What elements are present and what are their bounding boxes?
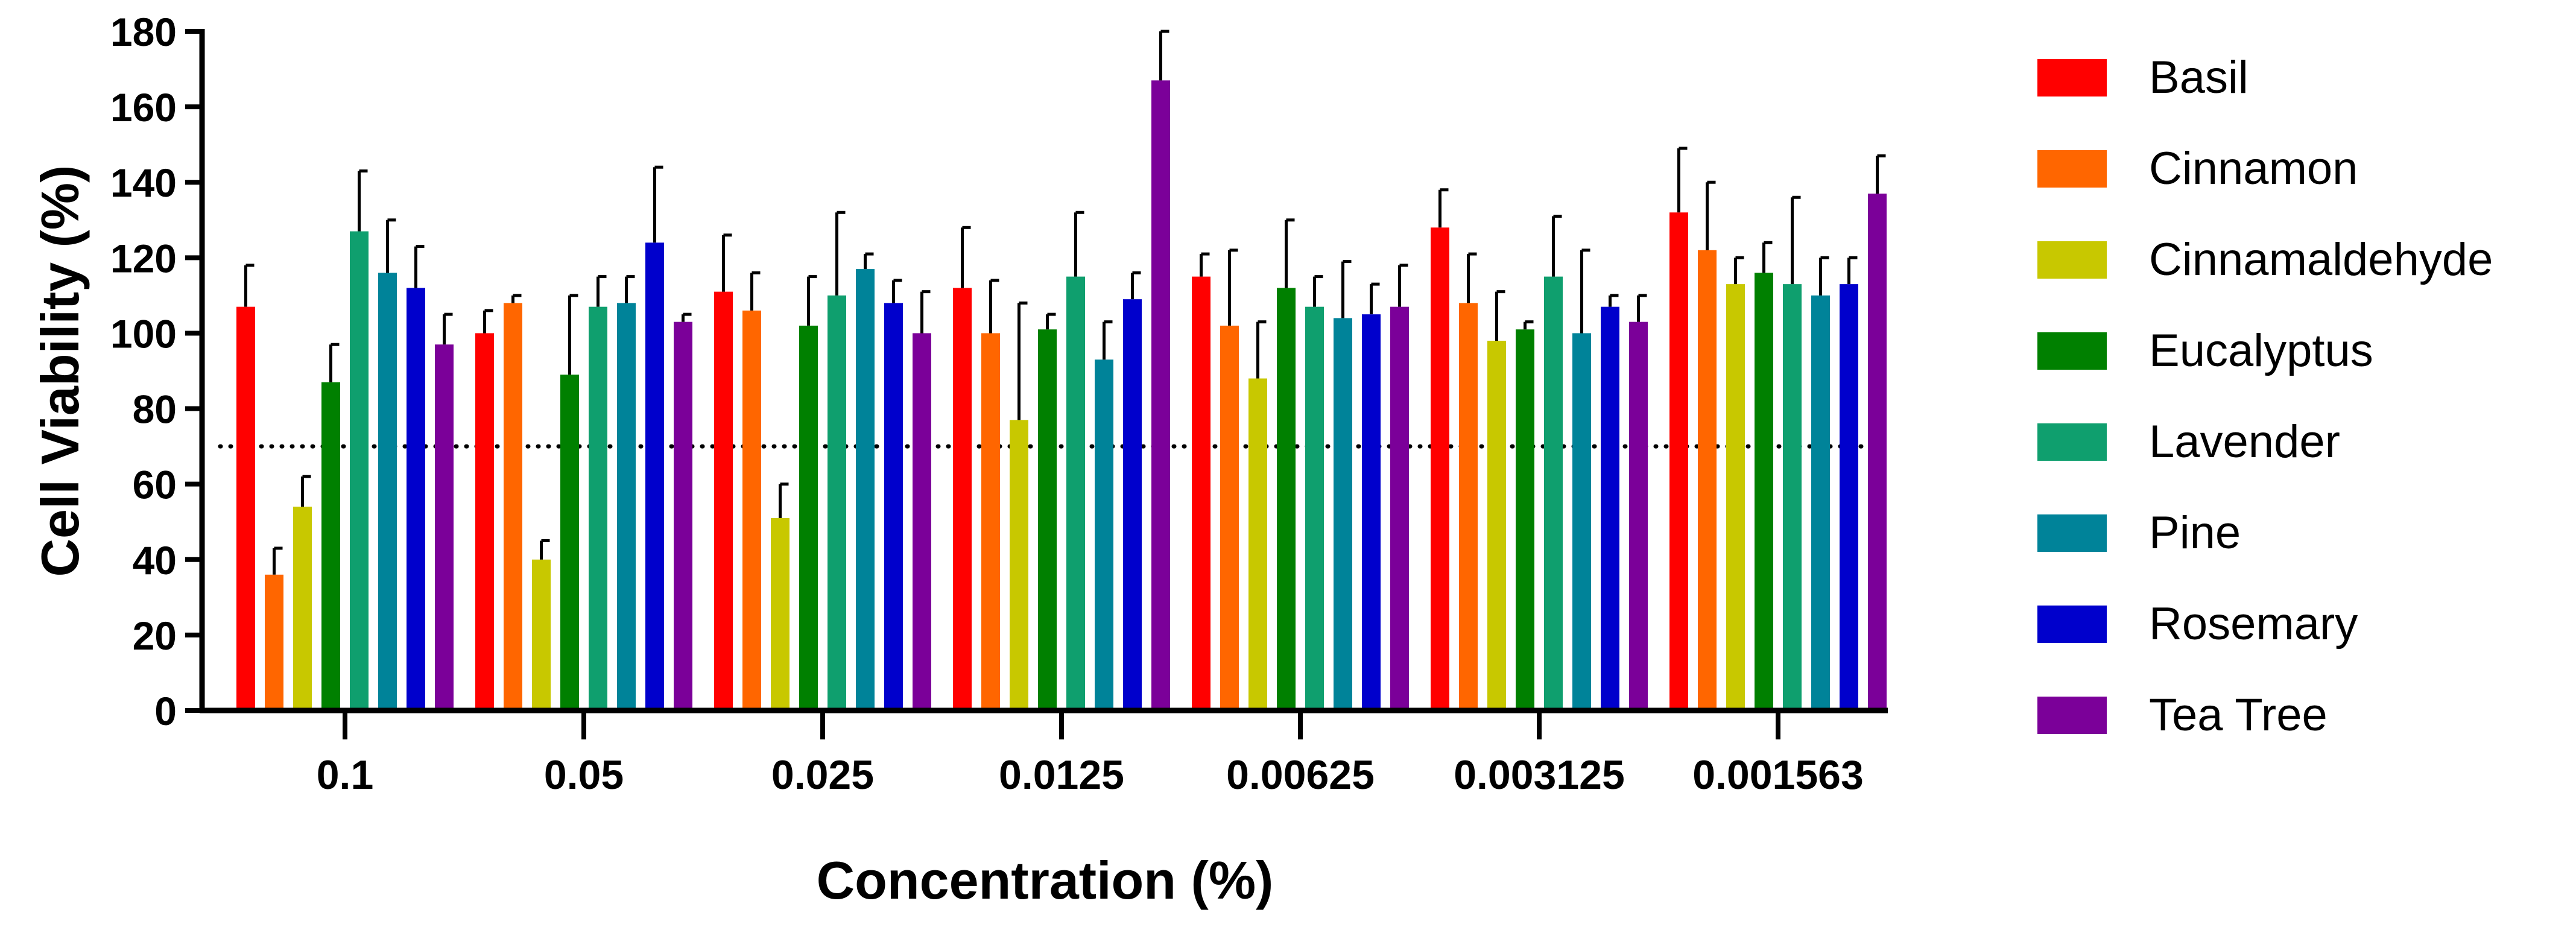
bar-cinnamon-0.0125 [981,333,1000,710]
bar-cinnamaldehyde-0.00625 [1248,378,1267,710]
y-tick-label: 40 [133,538,177,583]
bar-rosemary-0.00625 [1362,314,1381,710]
bar-cinnamaldehyde-0.05 [532,559,551,710]
bar-cinnamon-0.1 [265,574,283,710]
bar-lavender-0.1 [350,231,369,710]
legend-swatch-rosemary [2037,606,2107,643]
bar-pine-0.0125 [1095,359,1113,710]
bar-cinnamon-0.025 [742,310,761,710]
error-bars-group [244,30,1886,575]
legend-swatch-eucalyptus [2037,332,2107,370]
y-tick-label: 140 [110,160,177,205]
legend-swatch-lavender [2037,423,2107,461]
x-axis-title: Concentration (%) [817,850,1274,910]
bar-rosemary-0.05 [645,242,664,710]
bar-tea-tree-0.05 [674,321,692,710]
bar-lavender-0.025 [828,295,846,710]
x-tick-label: 0.05 [544,752,624,798]
legend: Basil Cinnamon Cinnamaldehyde Eucalyptus Lav… [2037,52,2493,741]
bar-rosemary-0.0125 [1123,299,1142,711]
y-tick-label: 20 [133,613,177,658]
bar-pine-0.1 [378,273,397,710]
bar-rosemary-0.003125 [1601,306,1619,711]
x-tick-label: 0.003125 [1454,752,1625,798]
bar-rosemary-0.001563 [1840,284,1858,711]
legend-swatch-tea-tree [2037,697,2107,734]
bar-rosemary-0.025 [884,303,903,710]
bar-cinnamaldehyde-0.003125 [1487,340,1506,710]
legend-label-basil: Basil [2149,52,2248,103]
x-tick-label: 0.00625 [1226,752,1375,798]
y-tick-label: 80 [133,387,177,432]
x-tick-label: 0.025 [771,752,874,798]
bar-cinnamon-0.003125 [1459,303,1478,710]
bar-cinnamaldehyde-0.001563 [1726,284,1745,711]
legend-label-rosemary: Rosemary [2149,598,2358,650]
bar-lavender-0.001563 [1783,284,1802,711]
y-tick-label: 120 [110,236,177,280]
bar-tea-tree-0.001563 [1868,193,1887,710]
x-tick-label: 0.1 [317,752,374,798]
bar-eucalyptus-0.05 [560,375,579,710]
bar-eucalyptus-0.0125 [1038,329,1057,710]
legend-label-eucalyptus: Eucalyptus [2149,325,2373,376]
bar-pine-0.00625 [1334,318,1352,710]
bars-group [236,80,1887,711]
legend-swatch-cinnamon [2037,150,2107,188]
bar-tea-tree-0.003125 [1629,321,1648,710]
bar-cinnamon-0.05 [504,303,522,710]
bar-lavender-0.003125 [1544,276,1563,711]
bar-eucalyptus-0.003125 [1516,329,1534,710]
legend-label-pine: Pine [2149,507,2241,558]
y-axis-title: Cell Viability (%) [30,165,90,577]
bar-basil-0.1 [236,306,255,711]
bar-tea-tree-0.0125 [1151,80,1170,710]
bar-tea-tree-0.00625 [1390,306,1409,711]
y-tick-label: 0 [154,689,177,733]
legend-swatch-cinnamaldehyde [2037,241,2107,279]
bar-basil-0.0125 [953,288,972,710]
legend-label-cinnamaldehyde: Cinnamaldehyde [2149,234,2493,285]
bar-cinnamaldehyde-0.0125 [1010,420,1028,710]
bar-basil-0.003125 [1431,227,1449,710]
bar-rosemary-0.1 [407,288,425,710]
bar-basil-0.05 [475,333,494,710]
bar-pine-0.025 [856,269,875,711]
bar-pine-0.003125 [1572,333,1591,710]
legend-label-cinnamon: Cinnamon [2149,143,2358,194]
bar-tea-tree-0.1 [435,344,454,710]
bar-eucalyptus-0.1 [321,382,340,710]
bar-cinnamon-0.001563 [1698,250,1717,710]
bar-cinnamon-0.00625 [1220,325,1239,710]
y-tick-label: 160 [110,85,177,130]
bar-basil-0.00625 [1192,276,1210,711]
legend-label-tea-tree: Tea Tree [2149,689,2328,741]
legend-swatch-pine [2037,514,2107,552]
bar-eucalyptus-0.025 [799,325,818,710]
y-tick-label: 180 [110,10,177,54]
bar-pine-0.05 [617,303,636,710]
bar-basil-0.001563 [1669,212,1688,710]
bar-pine-0.001563 [1811,295,1830,710]
x-tick-label: 0.0125 [999,752,1124,798]
bar-lavender-0.0125 [1066,276,1085,711]
bar-lavender-0.05 [589,306,607,711]
legend-swatch-basil [2037,59,2107,96]
bar-eucalyptus-0.001563 [1755,273,1773,710]
bar-cinnamaldehyde-0.1 [293,507,312,710]
legend-label-lavender: Lavender [2149,416,2340,467]
bar-lavender-0.00625 [1305,306,1324,711]
bar-eucalyptus-0.00625 [1277,288,1296,710]
axes-group: 0 20 40 60 80 100 120 140 160 180 0.1 0.05 0.025 0.01… [30,10,1888,910]
x-tick-label: 0.001563 [1692,752,1864,798]
y-tick-label: 60 [133,463,177,507]
bar-tea-tree-0.025 [913,333,931,710]
bar-basil-0.025 [714,291,733,711]
bar-cinnamaldehyde-0.025 [771,517,790,710]
y-tick-label: 100 [110,311,177,356]
